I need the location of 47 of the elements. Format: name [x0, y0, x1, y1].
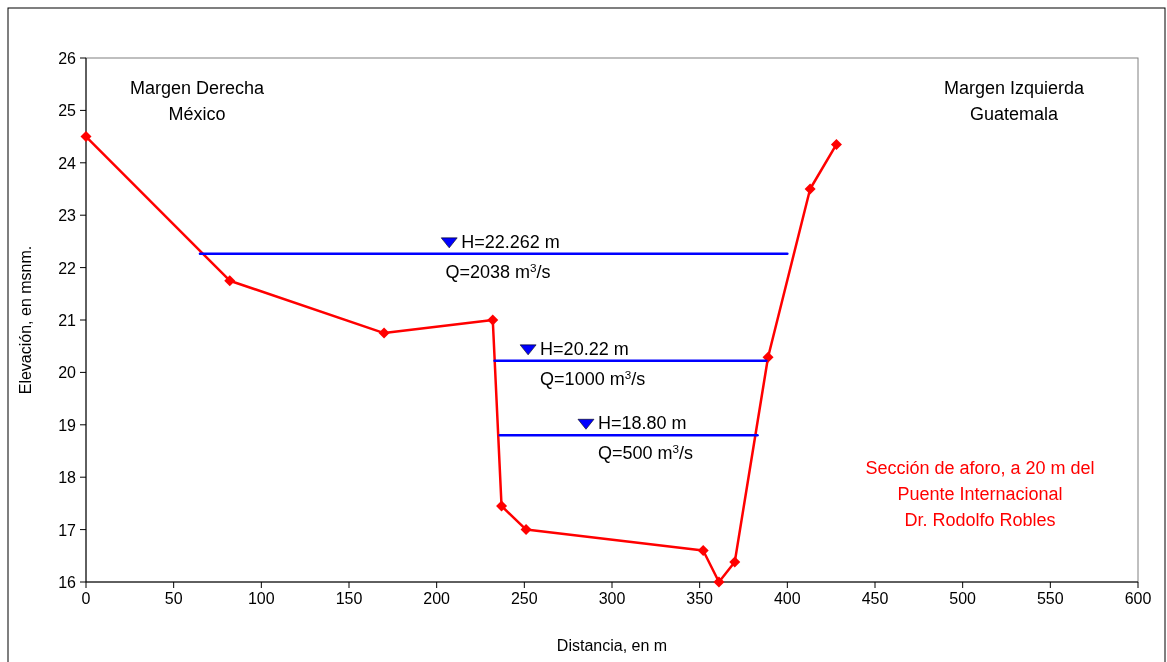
point — [520, 524, 532, 536]
y-tick-label: 23 — [58, 207, 77, 225]
point — [80, 131, 92, 143]
x-tick-label: 550 — [1036, 590, 1064, 607]
annotation: H=18.80 m — [597, 413, 687, 434]
x-tick-label: 200 — [423, 590, 451, 607]
x-tick-label: 100 — [247, 590, 275, 607]
y-tick-label: 22 — [58, 259, 77, 277]
point — [697, 545, 709, 557]
y-tick-label: 16 — [58, 574, 77, 591]
y-axis-title: Elevación, en msnm. — [17, 245, 34, 395]
annotation: H=20.22 m — [540, 338, 629, 359]
annotation: Sección de aforo, a 20 m del Puente Internacional Dr. Rodolfo Robles — [865, 458, 1095, 530]
point — [804, 183, 816, 195]
annotation: Q=500 m$^{3}$/s — [597, 441, 694, 464]
annotation: Margen Derecha México — [129, 78, 266, 124]
point — [729, 556, 741, 568]
y-tick-label: 25 — [58, 102, 77, 120]
point — [713, 576, 725, 588]
point — [378, 327, 390, 339]
x-tick-label: 600 — [1124, 590, 1152, 607]
point — [496, 500, 508, 512]
x-tick-label: 400 — [773, 590, 801, 607]
y-tick-label: 26 — [58, 50, 77, 67]
point — [762, 351, 774, 363]
point — [830, 138, 842, 150]
annotation: Q=1000 m$^{3}$/s — [540, 367, 646, 389]
y-tick-label: 21 — [58, 312, 77, 329]
x-axis-title: Distancia, en m — [556, 637, 668, 654]
x-tick-label: 0 — [81, 590, 91, 607]
y-tick-label: 20 — [58, 364, 77, 382]
annotation: Margen Izquierda Guatemala — [943, 78, 1086, 124]
point — [487, 314, 499, 326]
y-tick-label: 18 — [58, 469, 77, 487]
x-tick-label: 450 — [861, 590, 889, 607]
x-tick-label: 350 — [686, 590, 714, 607]
x-tick-label: 150 — [335, 590, 363, 607]
x-tick-label: 250 — [510, 590, 538, 607]
x-tick-label: 300 — [598, 590, 626, 607]
annotation: Q=2038 m$^{3}$/s — [445, 260, 551, 282]
y-tick-label: 19 — [58, 416, 77, 434]
x-tick-label: 500 — [949, 590, 977, 607]
y-tick-label: 17 — [58, 521, 77, 539]
y-tick-label: 24 — [58, 154, 77, 172]
x-tick-label: 50 — [164, 590, 183, 607]
point — [224, 275, 236, 287]
annotation: H=22.262 m — [461, 231, 560, 252]
